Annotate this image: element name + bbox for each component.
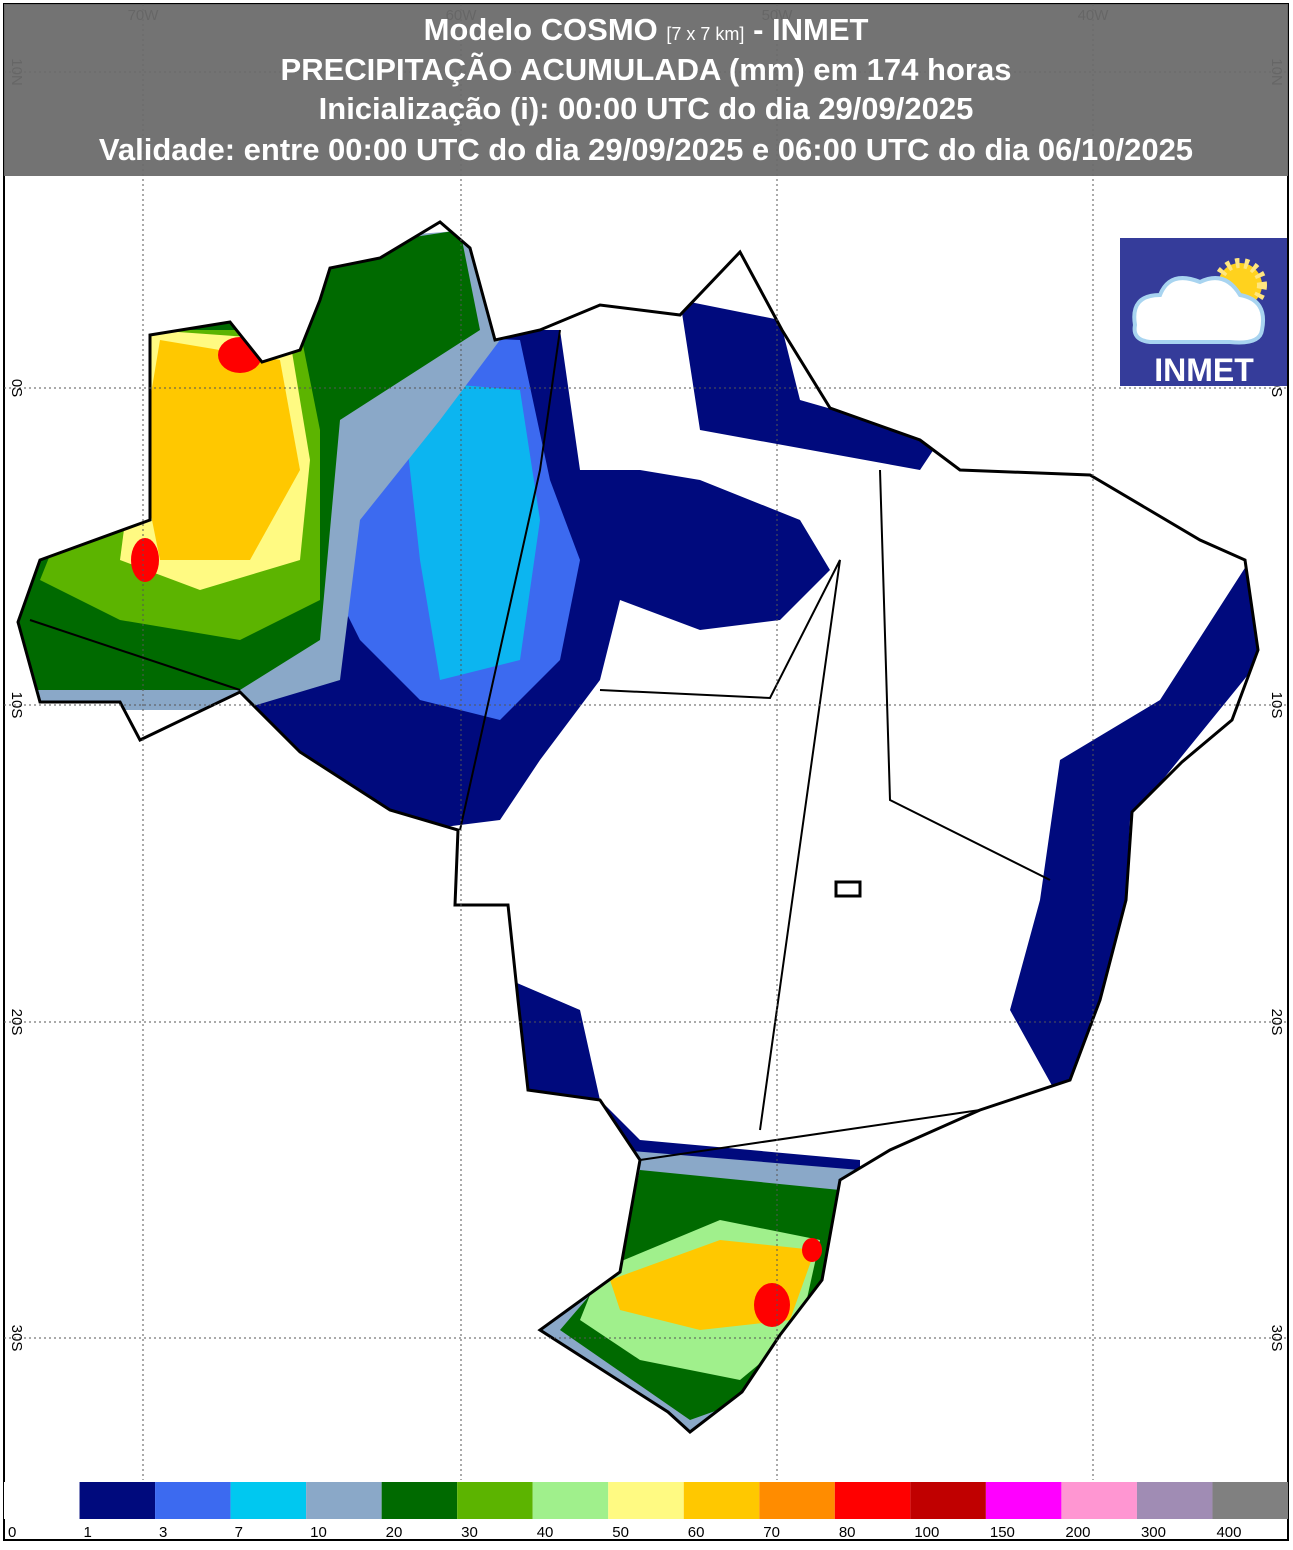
header-line3: Inicialização (i): 00:00 UTC do dia 29/0… — [319, 91, 974, 126]
lat-label-left: 20S — [8, 1009, 25, 1036]
lat-label-left: 10S — [8, 692, 25, 719]
colorbar-label: 10 — [310, 1524, 327, 1541]
colorbar-swatch — [381, 1482, 458, 1519]
lat-label-left: 30S — [8, 1325, 25, 1352]
colorbar-swatch — [532, 1482, 609, 1519]
colorbar-label: 150 — [990, 1524, 1015, 1541]
lat-label-left: 0S — [8, 379, 25, 397]
title-resolution: [7 x 7 km] — [666, 24, 744, 44]
colorbar-label: 400 — [1216, 1524, 1241, 1541]
colorbar-label: 60 — [688, 1524, 705, 1541]
rain-1mm — [680, 300, 940, 470]
colorbar-label: 40 — [537, 1524, 554, 1541]
colorbar-swatch — [230, 1482, 307, 1519]
colorbar-label: 7 — [235, 1524, 243, 1541]
lat-label-right: 10S — [1268, 692, 1285, 719]
lat-label-right: 20S — [1268, 1009, 1285, 1036]
colorbar-swatch — [457, 1482, 533, 1519]
colorbar-label: 300 — [1141, 1524, 1166, 1541]
header-band — [4, 4, 1288, 176]
header-line1: Modelo COSMO [7 x 7 km] - INMET — [424, 12, 869, 47]
colorbar: 0 1 3 7 10 20 30 40 50 60 70 80 100 150 200 300 400 — [4, 1482, 1288, 1541]
colorbar-swatch — [1212, 1482, 1288, 1519]
colorbar-swatch — [1136, 1482, 1213, 1519]
colorbar-swatch — [834, 1482, 911, 1519]
colorbar-swatch — [910, 1482, 986, 1519]
rain-80mm — [131, 538, 159, 582]
rain-7mm — [400, 380, 540, 680]
colorbar-label: 3 — [159, 1524, 167, 1541]
federal-district — [834, 880, 862, 898]
title-tail: - INMET — [753, 12, 868, 47]
colorbar-label: 50 — [612, 1524, 629, 1541]
colorbar-swatch — [306, 1482, 382, 1519]
rain-80mm — [754, 1283, 790, 1327]
colorbar-swatch — [683, 1482, 760, 1519]
colorbar-label: 20 — [386, 1524, 403, 1541]
colorbar-label: 100 — [914, 1524, 939, 1541]
colorbar-swatch — [155, 1482, 231, 1519]
colorbar-swatch — [985, 1482, 1062, 1519]
colorbar-swatch — [4, 1482, 80, 1519]
header-line4: Validade: entre 00:00 UTC do dia 29/09/2… — [99, 132, 1193, 167]
rain-80mm — [802, 1238, 822, 1262]
header-line2: PRECIPITAÇÃO ACUMULADA (mm) em 174 horas — [281, 52, 1012, 87]
colorbar-swatch — [608, 1482, 684, 1519]
logo: INMET — [1120, 238, 1287, 388]
colorbar-label: 70 — [763, 1524, 780, 1541]
title-main: Modelo COSMO — [424, 12, 658, 47]
logo-cloud — [1132, 276, 1265, 345]
lat-label-right: 30S — [1268, 1325, 1285, 1352]
colorbar-label: 80 — [839, 1524, 856, 1541]
colorbar-swatch — [1061, 1482, 1137, 1519]
rain-60mm — [140, 340, 300, 560]
colorbar-label: 200 — [1065, 1524, 1090, 1541]
rain-1mm — [1010, 560, 1258, 1100]
state-borders — [29, 329, 1051, 1161]
colorbar-label: 0 — [8, 1524, 16, 1541]
colorbar-label: 30 — [461, 1524, 478, 1541]
colorbar-swatch — [759, 1482, 835, 1519]
colorbar-label: 1 — [84, 1524, 92, 1541]
colorbar-swatch — [79, 1482, 156, 1519]
logo-text: INMET — [1154, 352, 1254, 388]
